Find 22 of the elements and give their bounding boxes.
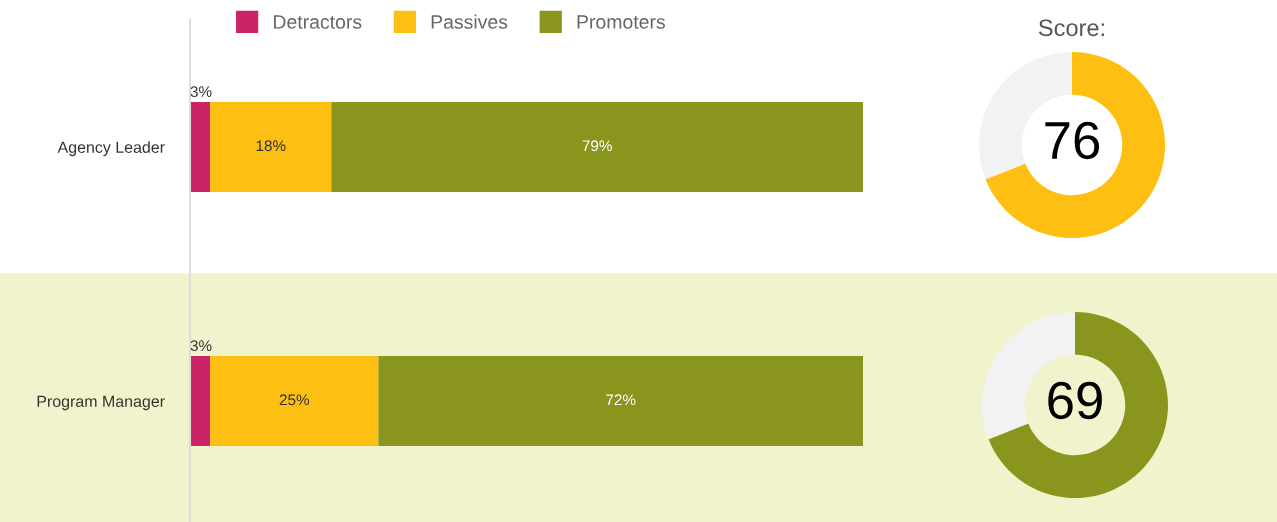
bar [190, 356, 211, 447]
bar [210, 102, 332, 192]
donut-slice [985, 52, 1165, 238]
bar [190, 102, 211, 192]
bar [210, 356, 379, 447]
data-label: 72% [606, 394, 636, 406]
data-label: 18% [256, 140, 286, 152]
legend-label: Promoters [577, 15, 665, 29]
y-tick-label: Program Manager [37, 395, 165, 411]
legend-label: Passives [431, 14, 508, 29]
data-label: 3% [190, 340, 212, 352]
data-label: 25% [279, 394, 310, 406]
text: 69 [1048, 381, 1102, 420]
donut-slice [988, 312, 1168, 498]
y-tick-label: Agency Leader [57, 141, 165, 157]
text: 76 [1045, 121, 1100, 160]
bar [378, 356, 863, 447]
chart-title: Score: [1038, 19, 1104, 37]
legend-label: Detractors [274, 15, 362, 29]
data-label: 79% [582, 140, 612, 152]
data-label: 3% [190, 86, 212, 98]
bar [331, 102, 863, 192]
